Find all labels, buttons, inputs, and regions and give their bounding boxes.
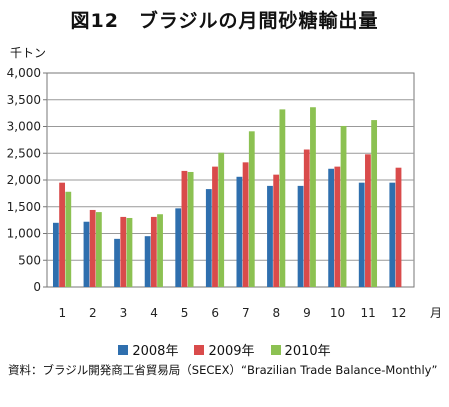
bar-2008年-7: [236, 176, 243, 287]
bar-2010年-7: [248, 131, 255, 287]
bar-2008年-8: [267, 185, 273, 287]
bar-2009年-11: [365, 154, 371, 287]
legend-item: 2010年: [270, 340, 331, 359]
legend-label: 2010年: [284, 344, 331, 359]
x-axis-label: 月: [430, 306, 442, 320]
bar-2009年-10: [334, 166, 341, 287]
bar-2008年-11: [358, 182, 365, 287]
x-tick-label: 5: [181, 306, 189, 320]
bar-2009年-2: [89, 209, 96, 287]
bar-2009年-1: [59, 182, 65, 287]
legend-swatch: [118, 344, 129, 355]
chart-title: 図12 ブラジルの月間砂糖輸出量: [70, 10, 379, 32]
x-tick-label: 1: [58, 306, 66, 320]
legend-item: 2009年: [194, 340, 255, 359]
bar-2008年-1: [52, 222, 59, 287]
bar-2010年-3: [126, 217, 133, 287]
y-axis-unit: 千トン: [10, 46, 47, 60]
legend-swatch: [270, 344, 281, 355]
bar-2010年-5: [187, 171, 194, 287]
chart-legend: 2008年 2009年 2010年: [0, 340, 449, 359]
x-tick-label: 6: [211, 306, 219, 320]
bar-2008年-3: [114, 238, 120, 287]
legend-swatch: [194, 344, 205, 355]
x-tick-label: 8: [273, 306, 281, 320]
y-tick-label: 4,000: [7, 66, 41, 80]
y-tick-label: 500: [18, 253, 41, 267]
y-tick-label: 2,500: [7, 146, 41, 160]
legend-label: 2008年: [132, 344, 179, 359]
bar-2009年-7: [242, 162, 249, 287]
bar-2009年-9: [303, 149, 310, 287]
legend-label: 2009年: [208, 344, 255, 359]
bar-2008年-2: [83, 221, 90, 287]
bar-2010年-1: [65, 191, 72, 287]
bar-2010年-8: [279, 109, 286, 287]
bar-2008年-10: [328, 168, 335, 287]
bar-2009年-12: [395, 167, 402, 287]
bar-2008年-5: [175, 208, 182, 287]
x-tick-label: 11: [360, 306, 375, 320]
y-tick-label: 3,500: [7, 93, 41, 107]
bar-2010年-2: [95, 212, 102, 287]
x-tick-label: 7: [242, 306, 250, 320]
bar-2010年-6: [218, 152, 225, 287]
x-tick-label: 3: [120, 306, 128, 320]
x-tick-label: 2: [89, 306, 97, 320]
bar-2009年-8: [273, 174, 280, 287]
bar-2009年-5: [181, 170, 188, 287]
y-tick-label: 0: [33, 280, 41, 294]
bar-2008年-4: [144, 236, 151, 287]
y-tick-label: 3,000: [7, 120, 41, 134]
bar-2010年-4: [157, 214, 163, 287]
x-tick-label: 4: [150, 306, 158, 320]
bar-2009年-4: [150, 216, 157, 287]
x-tick-label: 9: [303, 306, 311, 320]
x-tick-label: 10: [330, 306, 345, 320]
bar-2009年-3: [120, 216, 127, 287]
bar-2008年-9: [297, 185, 304, 287]
bar-2010年-11: [371, 120, 378, 287]
bar-2008年-6: [205, 189, 212, 287]
legend-item: 2008年: [118, 340, 178, 359]
y-tick-label: 1,500: [7, 200, 41, 214]
bar-2008年-12: [389, 182, 396, 287]
bar-2009年-6: [212, 166, 218, 287]
bar-2010年-9: [310, 107, 316, 288]
bar-chart: 0 500 1,000 1,500 2,000 2,500 3,000 3,500 4,000 1…: [7, 66, 442, 320]
bar-2010年-10: [340, 125, 347, 287]
y-tick-label: 2,000: [7, 173, 41, 187]
source-note: 資料：ブラジル開発商工省貿易局（SECEX）“Brazilian Trade B…: [8, 363, 438, 377]
x-tick-label: 12: [391, 306, 406, 320]
y-tick-label: 1,000: [7, 227, 41, 241]
